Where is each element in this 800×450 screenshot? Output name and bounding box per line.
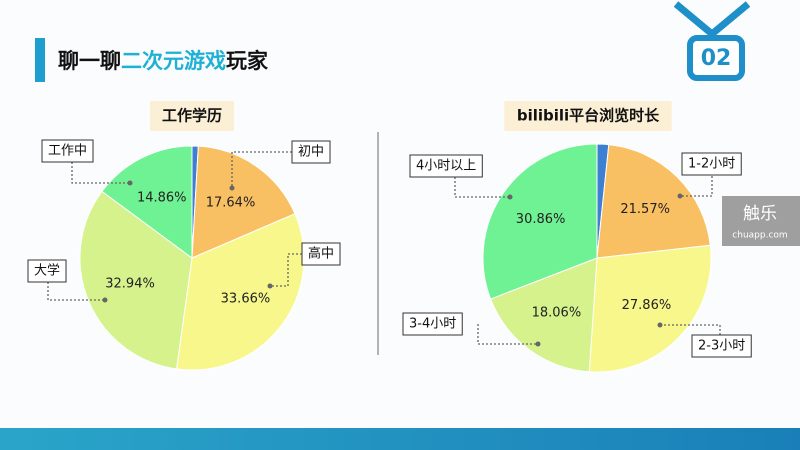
watermark-name: 触乐 — [743, 204, 777, 224]
pie-slice — [176, 213, 305, 371]
category-label: 初中 — [298, 145, 324, 160]
value-label: 32.94% — [105, 277, 155, 292]
category-label: 1-2小时 — [688, 157, 735, 172]
title-part: 二次元游戏 — [121, 49, 226, 73]
chart-title-bg — [149, 101, 235, 131]
value-label: 33.66% — [221, 291, 271, 306]
category-label: 4小时以上 — [416, 159, 476, 174]
category-box — [41, 139, 94, 163]
pie-slice — [101, 145, 193, 259]
badge: 02 — [673, 1, 751, 81]
leader-dot — [677, 193, 683, 199]
category-label: 高中 — [308, 246, 334, 262]
leader-dot — [507, 194, 513, 200]
leader-dot — [267, 283, 273, 289]
header-bar — [35, 38, 45, 82]
value-label: 17.64% — [206, 195, 256, 210]
leader-dot — [657, 322, 663, 328]
value-label: 30.86% — [516, 212, 566, 227]
pie-slice — [79, 190, 193, 370]
pie-slice — [482, 143, 598, 300]
title-part: 玩家 — [226, 49, 269, 73]
leader-line — [270, 253, 302, 287]
category-label: 3-4小时 — [409, 317, 456, 332]
category-box — [409, 154, 483, 178]
leader-line — [680, 176, 713, 197]
pie-slice — [596, 144, 711, 259]
title-part: 聊一聊 — [58, 49, 121, 73]
category-box — [301, 242, 341, 266]
value-label: 21.57% — [620, 202, 670, 217]
leader-line — [660, 324, 721, 335]
leader-dot — [229, 185, 235, 191]
category-box — [681, 152, 742, 176]
category-box — [691, 334, 752, 358]
leader-line — [454, 177, 510, 198]
leader-line — [231, 151, 292, 188]
category-label: 工作中 — [48, 144, 87, 159]
leader-line — [477, 324, 538, 345]
watermark-site: chuapp.com — [732, 231, 787, 241]
value-label: 27.86% — [622, 298, 672, 313]
category-box — [402, 312, 463, 336]
pie-slice — [191, 145, 296, 259]
pie-slice — [489, 257, 598, 373]
pie-slice — [588, 244, 712, 373]
chart-title-bg — [504, 101, 672, 131]
chart-title: bilibili平台浏览时长 — [517, 107, 660, 125]
leader-dot — [127, 180, 133, 186]
leader-line — [47, 282, 105, 301]
watermark: 触乐 chuapp.com — [722, 196, 800, 246]
leader-line — [71, 162, 130, 184]
leader-dot — [535, 341, 541, 347]
footer-band — [0, 428, 800, 450]
value-label: 14.86% — [137, 190, 187, 205]
value-label: 18.06% — [532, 306, 582, 321]
leader-dot — [102, 297, 108, 303]
category-label: 2-3小时 — [698, 339, 745, 354]
category-label: 大学 — [34, 263, 60, 279]
chart-title: 工作学历 — [162, 107, 222, 125]
category-box — [291, 140, 331, 164]
header-title: 聊一聊二次元游戏玩家 — [58, 49, 269, 73]
category-box — [27, 259, 67, 283]
badge-text: 02 — [701, 46, 732, 71]
